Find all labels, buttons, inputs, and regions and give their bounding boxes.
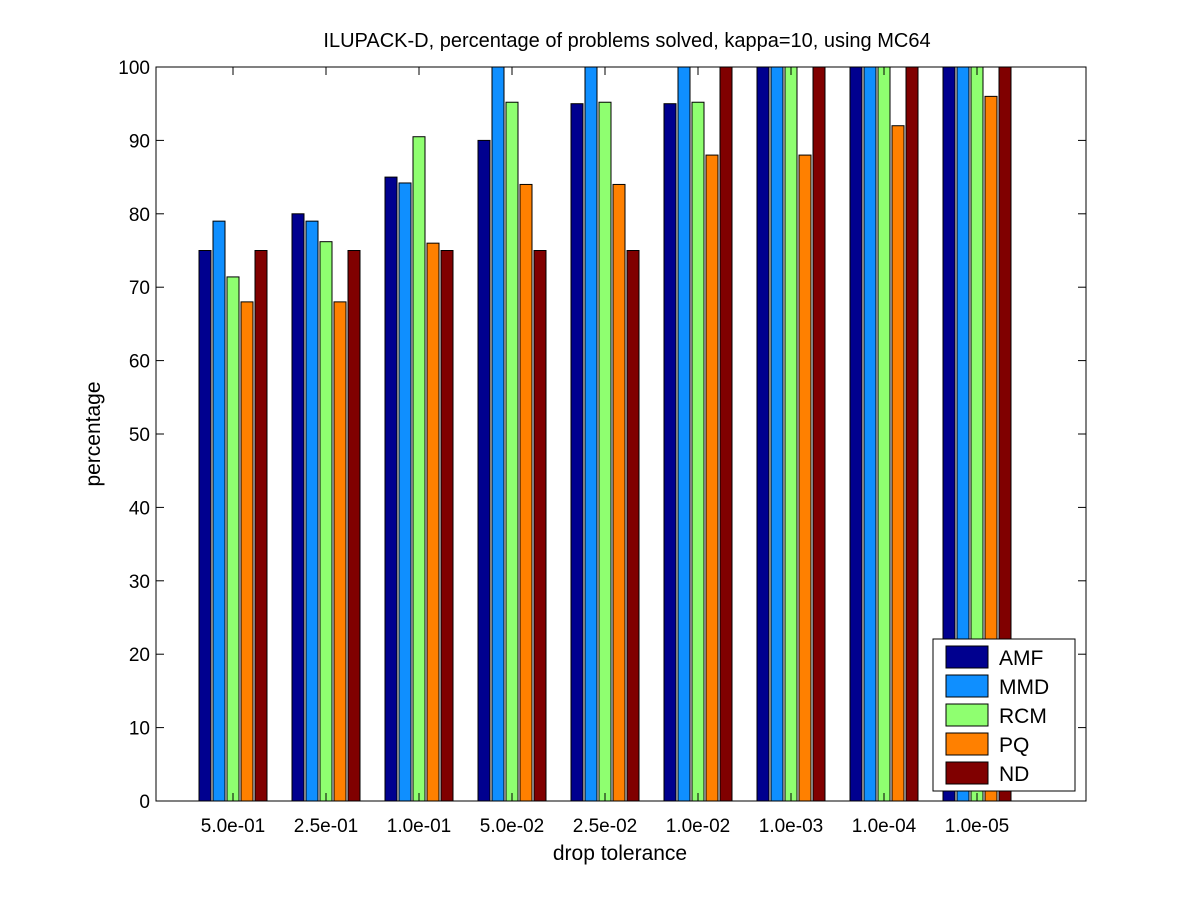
x-tick-label: 1.0e-01 [387, 816, 451, 837]
series-amf [198, 66, 956, 802]
y-tick-label: 40 [129, 498, 150, 519]
bar-amf-2.5e-01 [291, 213, 305, 802]
bar-rcm-1.0e-03 [784, 66, 798, 802]
series-pq [240, 95, 998, 802]
x-tick-label: 2.5e-02 [573, 816, 637, 837]
y-axis-label: percentage [82, 381, 105, 486]
x-tick-label: 1.0e-05 [945, 816, 1009, 837]
bar-amf-1.0e-03 [756, 66, 770, 802]
bar-rcm-2.5e-01 [319, 241, 333, 802]
x-tick-label: 5.0e-02 [480, 816, 544, 837]
bar-pq-1.0e-04 [891, 125, 905, 802]
legend-label-pq: PQ [999, 734, 1029, 757]
x-tick-label: 5.0e-01 [201, 816, 265, 837]
bar-pq-5.0e-01 [240, 301, 254, 802]
bar-mmd-1.0e-01 [398, 182, 412, 802]
y-tick-label: 90 [129, 131, 150, 152]
legend-label-rcm: RCM [999, 705, 1047, 728]
bar-pq-1.0e-03 [798, 154, 812, 802]
bar-mmd-1.0e-03 [770, 66, 784, 802]
bar-amf-5.0e-01 [198, 250, 212, 802]
x-axis-ticks: 5.0e-01 2.5e-01 1.0e-01 5.0e-02 2.5e-02 1.0e-… [201, 67, 1009, 837]
bar-nd-1.0e-03 [812, 66, 826, 802]
bar-nd-1.0e-04 [905, 66, 919, 802]
bar-pq-2.5e-01 [333, 301, 347, 802]
legend-swatch-rcm [945, 703, 989, 727]
bar-rcm-2.5e-02 [598, 101, 612, 802]
bar-mmd-5.0e-02 [491, 66, 505, 802]
bar-amf-1.0e-04 [849, 66, 863, 802]
x-tick-label: 1.0e-04 [852, 816, 917, 837]
y-tick-label: 50 [129, 425, 150, 446]
y-tick-label: 0 [139, 792, 150, 813]
legend-swatch-mmd [945, 674, 989, 698]
bar-nd-1.0e-01 [440, 250, 454, 802]
legend-swatch-nd [945, 761, 989, 785]
bar-amf-1.0e-02 [663, 103, 677, 802]
x-tick-label: 1.0e-02 [666, 816, 730, 837]
y-axis-ticks: 0 10 20 30 40 50 60 70 80 90 100 [118, 58, 1086, 813]
y-tick-label: 30 [129, 572, 150, 593]
bar-mmd-2.5e-01 [305, 220, 319, 802]
bar-mmd-1.0e-04 [863, 66, 877, 802]
bar-mmd-5.0e-01 [212, 220, 226, 802]
bar-amf-1.0e-01 [384, 176, 398, 802]
legend-swatch-amf [945, 645, 989, 669]
legend-label-nd: ND [999, 763, 1029, 786]
bar-nd-1.0e-02 [719, 66, 733, 802]
y-tick-label: 60 [129, 352, 150, 373]
x-axis-label: drop tolerance [553, 842, 687, 865]
bar-pq-1.0e-01 [426, 242, 440, 802]
y-tick-label: 80 [129, 205, 150, 226]
legend-swatch-pq [945, 732, 989, 756]
bar-nd-2.5e-02 [626, 250, 640, 802]
x-tick-label: 1.0e-03 [759, 816, 823, 837]
legend-label-mmd: MMD [999, 676, 1049, 699]
bar-nd-5.0e-01 [254, 250, 268, 802]
y-tick-label: 70 [129, 278, 150, 299]
legend-label-amf: AMF [999, 647, 1043, 670]
bar-pq-2.5e-02 [612, 183, 626, 802]
x-tick-label: 2.5e-01 [294, 816, 358, 837]
bar-rcm-1.0e-04 [877, 66, 891, 802]
bar-nd-2.5e-01 [347, 250, 361, 802]
bar-pq-5.0e-02 [519, 183, 533, 802]
bar-amf-2.5e-02 [570, 103, 584, 802]
bar-rcm-5.0e-01 [226, 276, 240, 802]
y-tick-label: 100 [118, 58, 150, 79]
y-tick-label: 10 [129, 719, 150, 740]
bar-rcm-1.0e-02 [691, 101, 705, 802]
bar-rcm-5.0e-02 [505, 101, 519, 802]
bar-pq-1.0e-02 [705, 154, 719, 802]
bar-mmd-1.0e-02 [677, 66, 691, 802]
y-tick-label: 20 [129, 645, 150, 666]
bar-nd-5.0e-02 [533, 250, 547, 802]
chart-title: ILUPACK-D, percentage of problems solved… [323, 30, 930, 52]
bar-rcm-1.0e-01 [412, 136, 426, 802]
legend: AMF MMD RCM PQ ND [932, 638, 1076, 792]
bar-amf-5.0e-02 [477, 139, 491, 802]
bar-mmd-2.5e-02 [584, 66, 598, 802]
